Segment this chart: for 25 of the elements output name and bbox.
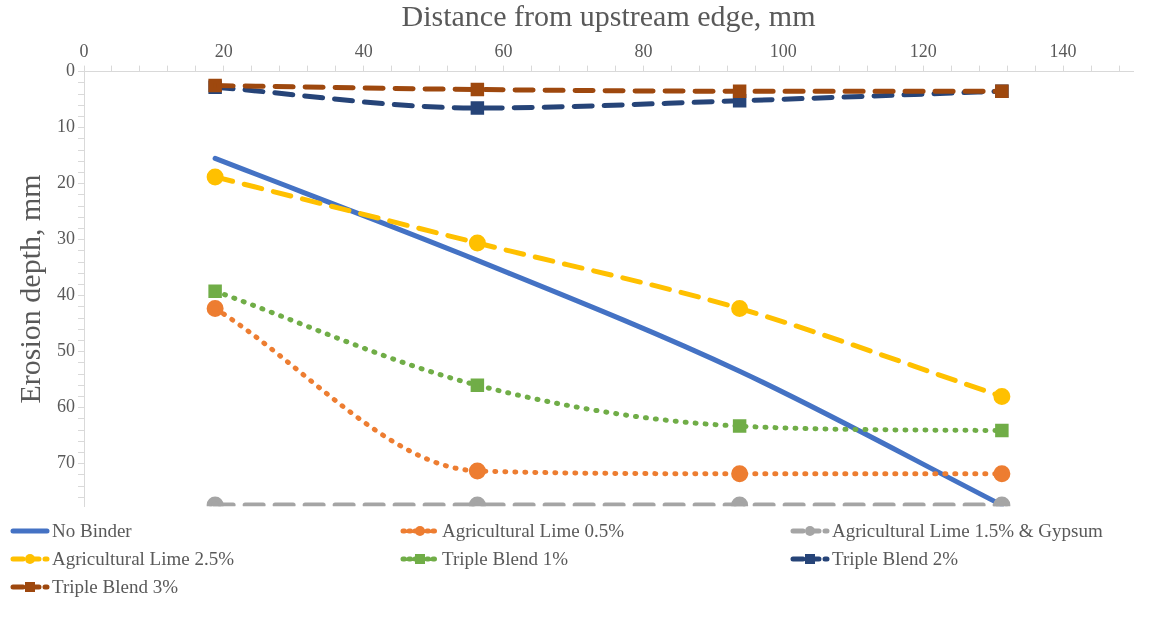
y-tick-label: 10: [57, 116, 75, 137]
legend-label: Agricultural Lime 2.5%: [52, 548, 235, 570]
y-tick-label: 60: [57, 396, 75, 417]
legend-label: Triple Blend 3%: [52, 576, 178, 598]
y-tick-label: 20: [57, 172, 75, 193]
legend-label: No Binder: [52, 520, 132, 542]
x-tick-label: 0: [79, 40, 89, 61]
x-tick-label: 60: [494, 40, 513, 61]
legend-label: Triple Blend 2%: [832, 548, 958, 570]
y-tick-label: 0: [66, 60, 75, 81]
y-tick-label: 30: [57, 228, 75, 249]
y-axis-title: Erosion depth, mm: [12, 174, 46, 404]
x-tick-label: 80: [634, 40, 653, 61]
legend-label: Triple Blend 1%: [442, 548, 568, 570]
legend-label: Agricultural Lime 1.5% & Gypsum: [832, 520, 1103, 542]
x-axis-title: Distance from upstream edge, mm: [401, 0, 816, 32]
x-tick-label: 140: [1049, 40, 1077, 61]
y-tick-label: 50: [57, 340, 75, 361]
x-tick-label: 100: [769, 40, 797, 61]
x-tick-label: 120: [909, 40, 937, 61]
y-tick-label: 40: [57, 284, 75, 305]
x-tick-label: 20: [214, 40, 233, 61]
x-tick-label: 40: [354, 40, 373, 61]
y-tick-label: 70: [57, 452, 75, 473]
legend-label: Agricultural Lime 0.5%: [442, 520, 625, 542]
